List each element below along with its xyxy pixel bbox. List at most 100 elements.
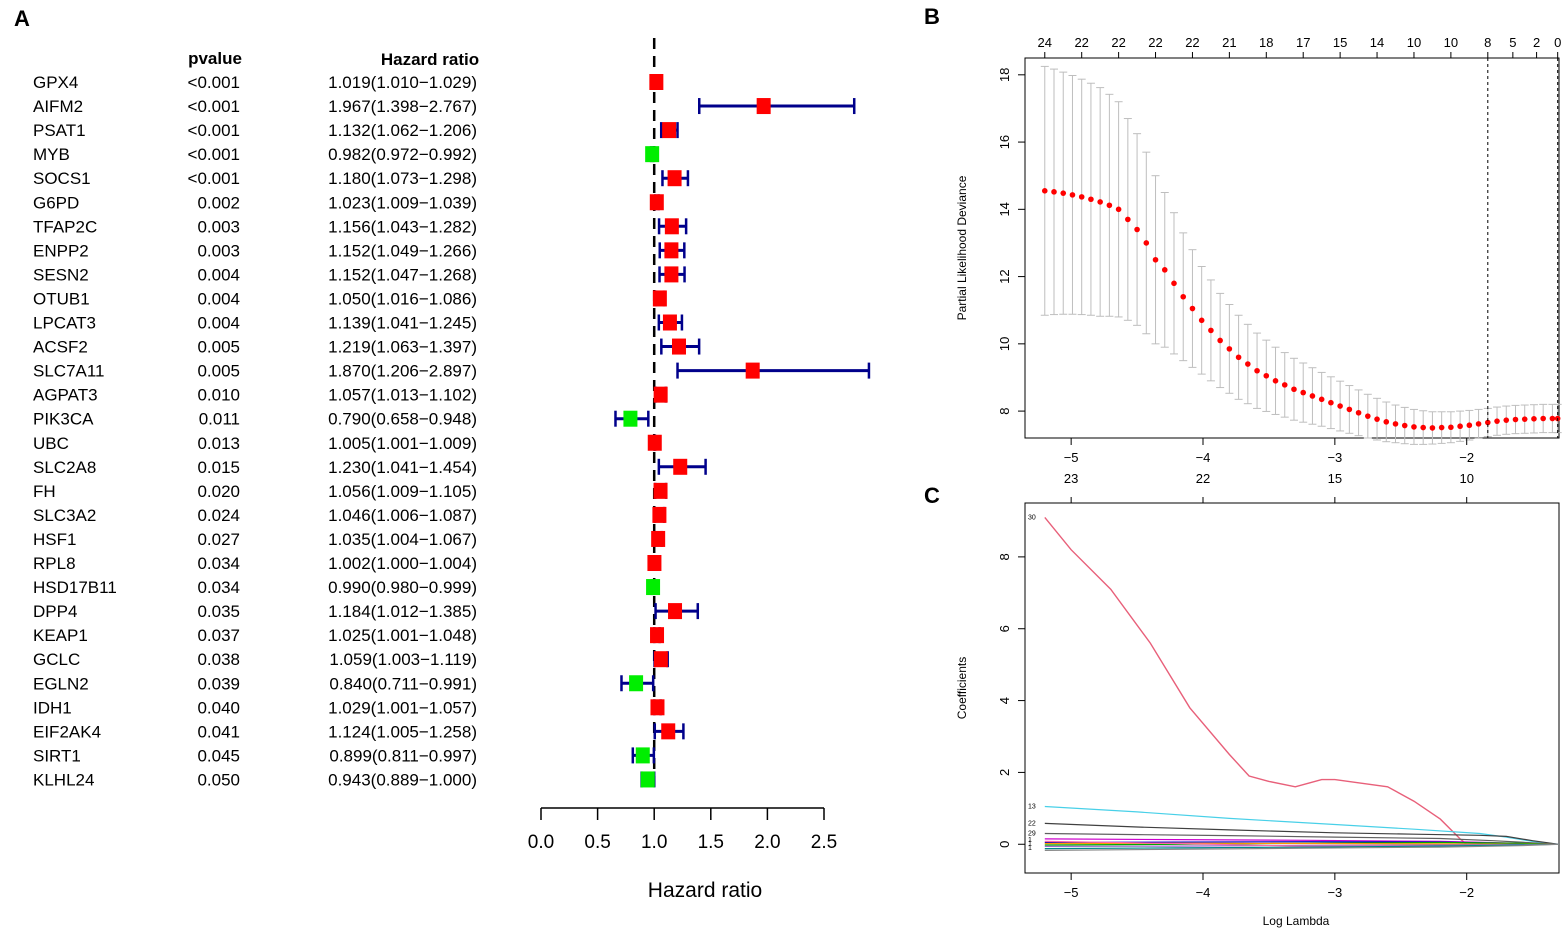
hr-point [668, 603, 683, 620]
deviance-point [1106, 202, 1113, 209]
hazard-ratio-label: 1.002(1.000−1.004) [328, 554, 477, 573]
deviance-point [1198, 317, 1205, 324]
hazard-ratio-label: 1.005(1.001−1.009) [328, 434, 477, 453]
gene-label: EGLN2 [33, 674, 89, 693]
deviance-point [1281, 382, 1288, 388]
deviance-point [1549, 415, 1556, 422]
cv-y-axis-label: Partial Likelihood Deviance [955, 175, 969, 320]
pvalue-label: <0.001 [188, 121, 240, 140]
hazard-ratio-label: 1.870(1.206−2.897) [328, 362, 477, 381]
gene-label: FH [33, 482, 56, 501]
deviance-point [1420, 424, 1426, 431]
hazard-ratio-label: 1.035(1.004−1.067) [328, 530, 477, 549]
deviance-point [1161, 267, 1168, 273]
hazard-ratio-label: 1.152(1.047−1.268) [328, 265, 477, 284]
hazard-ratio-label: 1.056(1.009−1.105) [328, 482, 477, 501]
y-tick-label: 6 [997, 625, 1012, 632]
top-tick-label: 15 [1333, 35, 1347, 50]
deviance-point [1115, 206, 1122, 213]
hr-point [662, 122, 677, 139]
hr-point [673, 458, 688, 475]
deviance-point [1365, 413, 1371, 419]
top-tick-label: 10 [1444, 35, 1458, 50]
series-label: 1 [1028, 841, 1032, 848]
pvalue-label: 0.015 [197, 458, 240, 477]
gene-label: KLHL24 [33, 770, 94, 789]
coef-path-29 [1044, 832, 1560, 845]
deviance-point [1152, 256, 1159, 263]
deviance-point [1254, 367, 1260, 374]
y-tick-label: 10 [997, 337, 1012, 351]
hr-point [650, 699, 665, 716]
hr-point [649, 74, 664, 90]
hr-point [649, 194, 664, 211]
x-tick-label: −3 [1327, 885, 1342, 900]
hr-point [647, 434, 662, 451]
hazard-ratio-label: 1.019(1.010−1.029) [328, 73, 477, 92]
hazard-ratio-label: 1.184(1.012−1.385) [328, 602, 477, 621]
x-tick-label: −3 [1327, 450, 1342, 465]
gene-label: SLC7A11 [33, 362, 105, 381]
gene-label: SIRT1 [33, 746, 81, 765]
pvalue-label: <0.001 [188, 97, 240, 116]
hr-point [629, 675, 644, 692]
deviance-point [1189, 305, 1196, 312]
deviance-point [1069, 192, 1076, 198]
hr-point [661, 723, 676, 740]
gene-label: KEAP1 [33, 626, 88, 645]
hazard-ratio-label: 1.057(1.013−1.102) [328, 386, 477, 405]
deviance-point [1088, 196, 1094, 203]
deviance-point [1208, 327, 1214, 334]
hazard-ratio-label: 0.840(0.711−0.991) [329, 674, 477, 693]
pvalue-label: 0.002 [197, 193, 240, 212]
hr-point [664, 242, 679, 259]
deviance-point [1097, 199, 1103, 205]
y-tick-label: 8 [997, 407, 1012, 414]
deviance-point [1309, 393, 1316, 399]
hr-point [664, 266, 679, 283]
gene-label: G6PD [33, 193, 79, 212]
deviance-point [1245, 361, 1251, 367]
hr-point [664, 218, 679, 235]
coef-x-axis-label: Log Lambda [1263, 914, 1330, 928]
gene-label: SLC2A8 [33, 458, 96, 477]
top-tick-label: 0 [1554, 35, 1561, 50]
hazard-ratio-label: 0.790(0.658−0.948) [328, 410, 477, 429]
deviance-point [1429, 425, 1436, 431]
top-tick-label: 22 [1196, 471, 1210, 486]
y-tick-label: 2 [997, 769, 1012, 776]
top-tick-label: 22 [1111, 35, 1125, 50]
series-label: 13 [1028, 804, 1036, 811]
gene-label: OTUB1 [33, 289, 90, 308]
pvalue-label: 0.034 [197, 578, 240, 597]
pvalue-label: 0.024 [197, 506, 240, 525]
pvalue-label: 0.040 [197, 698, 240, 717]
deviance-point [1041, 188, 1048, 194]
panel-letter-b: B [924, 4, 940, 29]
coef-path-s7 [1044, 841, 1560, 846]
pvalue-label: 0.045 [197, 746, 240, 765]
pvalue-label: 0.003 [197, 217, 240, 236]
cv-axes: −5 −4 −3 −2 8 10 12 14 16 18 24 22 22 22 22 21 18 17 15 14 1… [997, 35, 1561, 465]
hr-point [646, 579, 661, 596]
y-tick-label: 8 [997, 553, 1012, 560]
deviance-point [1540, 415, 1546, 422]
pvalue-header: pvalue [188, 49, 242, 68]
cv-deviance-plot: −5 −4 −3 −2 8 10 12 14 16 18 24 22 22 22 22 21 18 17 15 14 1… [955, 35, 1562, 465]
deviance-point [1078, 194, 1085, 200]
deviance-point [1355, 409, 1362, 416]
deviance-point [1143, 240, 1150, 246]
top-tick-label: 18 [1259, 35, 1273, 50]
pvalue-label: <0.001 [188, 169, 240, 188]
deviance-point [1438, 424, 1445, 431]
x-tick-label: 2.5 [811, 832, 837, 853]
deviance-point [1411, 424, 1417, 430]
deviance-point [1300, 389, 1307, 396]
pvalue-label: <0.001 [188, 73, 240, 92]
hr-point [756, 98, 771, 115]
hazard-ratio-label: 1.023(1.009−1.039) [328, 193, 477, 212]
deviance-point [1318, 396, 1325, 403]
deviance-point [1521, 416, 1528, 422]
x-tick-label: −4 [1196, 450, 1211, 465]
